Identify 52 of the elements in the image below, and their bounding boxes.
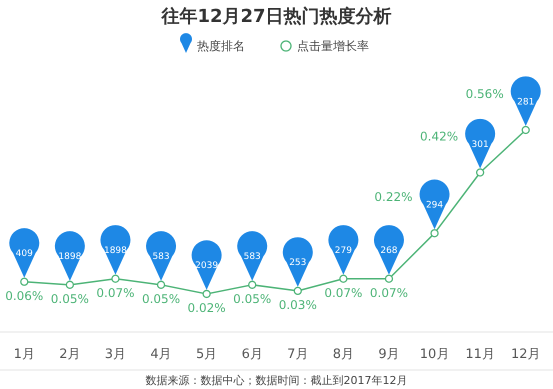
annotation: 409 (16, 249, 34, 260)
chart-title: 往年12月27日热门热度分析 (160, 6, 392, 27)
annotation: 1898 (58, 252, 82, 262)
data-label: 0.56% (466, 87, 504, 101)
point (111, 274, 120, 283)
data-label: 0.22% (374, 190, 413, 204)
source-note: 数据来源：数据中心；数据时间：截止到2017年12月 (146, 374, 408, 387)
x-tick-label: 6月 (242, 347, 263, 362)
data-label: 0.42% (420, 130, 458, 144)
point (202, 290, 211, 298)
point (248, 280, 256, 289)
legend-label: 点击量增长率 (297, 39, 369, 53)
x-tick-label: 12月 (510, 347, 540, 362)
point (522, 126, 530, 134)
point (66, 280, 74, 289)
point (339, 274, 348, 283)
annotation: 279 (334, 246, 352, 256)
point (156, 280, 166, 289)
data-label: 0.05% (233, 292, 272, 306)
x-tick-label: 9月 (378, 347, 400, 362)
x-tick-label: 7月 (287, 347, 308, 362)
point (20, 278, 28, 286)
x-tick-label: 2月 (59, 347, 81, 362)
x-tick-label: 3月 (104, 347, 126, 362)
annotation: 294 (426, 200, 444, 210)
annotation: 281 (517, 97, 534, 108)
data-label: 0.06% (5, 288, 44, 303)
x-tick-label: 5月 (196, 347, 218, 362)
data-label: 0.07% (96, 286, 135, 300)
annotation: 583 (152, 252, 170, 262)
annotation: 1898 (104, 246, 128, 256)
x-tick-label: 8月 (332, 347, 354, 362)
annotation: 268 (380, 246, 398, 256)
data-label: 0.07% (324, 286, 362, 300)
annotation: 253 (289, 258, 306, 268)
annotation: 583 (244, 252, 261, 262)
data-label: 0.05% (142, 292, 180, 306)
data-label: 0.02% (188, 300, 226, 315)
annotation: 2039 (195, 261, 218, 272)
text: 热度排名 (197, 39, 245, 53)
annotation: 301 (472, 140, 489, 150)
point (430, 229, 439, 238)
data-label: 0.07% (370, 286, 408, 300)
x-tick-label: 10月 (420, 347, 450, 362)
x-tick-label: 4月 (150, 347, 172, 362)
x-tick-label: 1月 (14, 347, 35, 362)
data-label: 0.05% (50, 292, 89, 306)
data-label: 0.03% (278, 298, 317, 312)
point (384, 274, 394, 283)
point (294, 286, 302, 296)
x-tick-label: 11月 (465, 347, 495, 362)
point (476, 168, 484, 177)
